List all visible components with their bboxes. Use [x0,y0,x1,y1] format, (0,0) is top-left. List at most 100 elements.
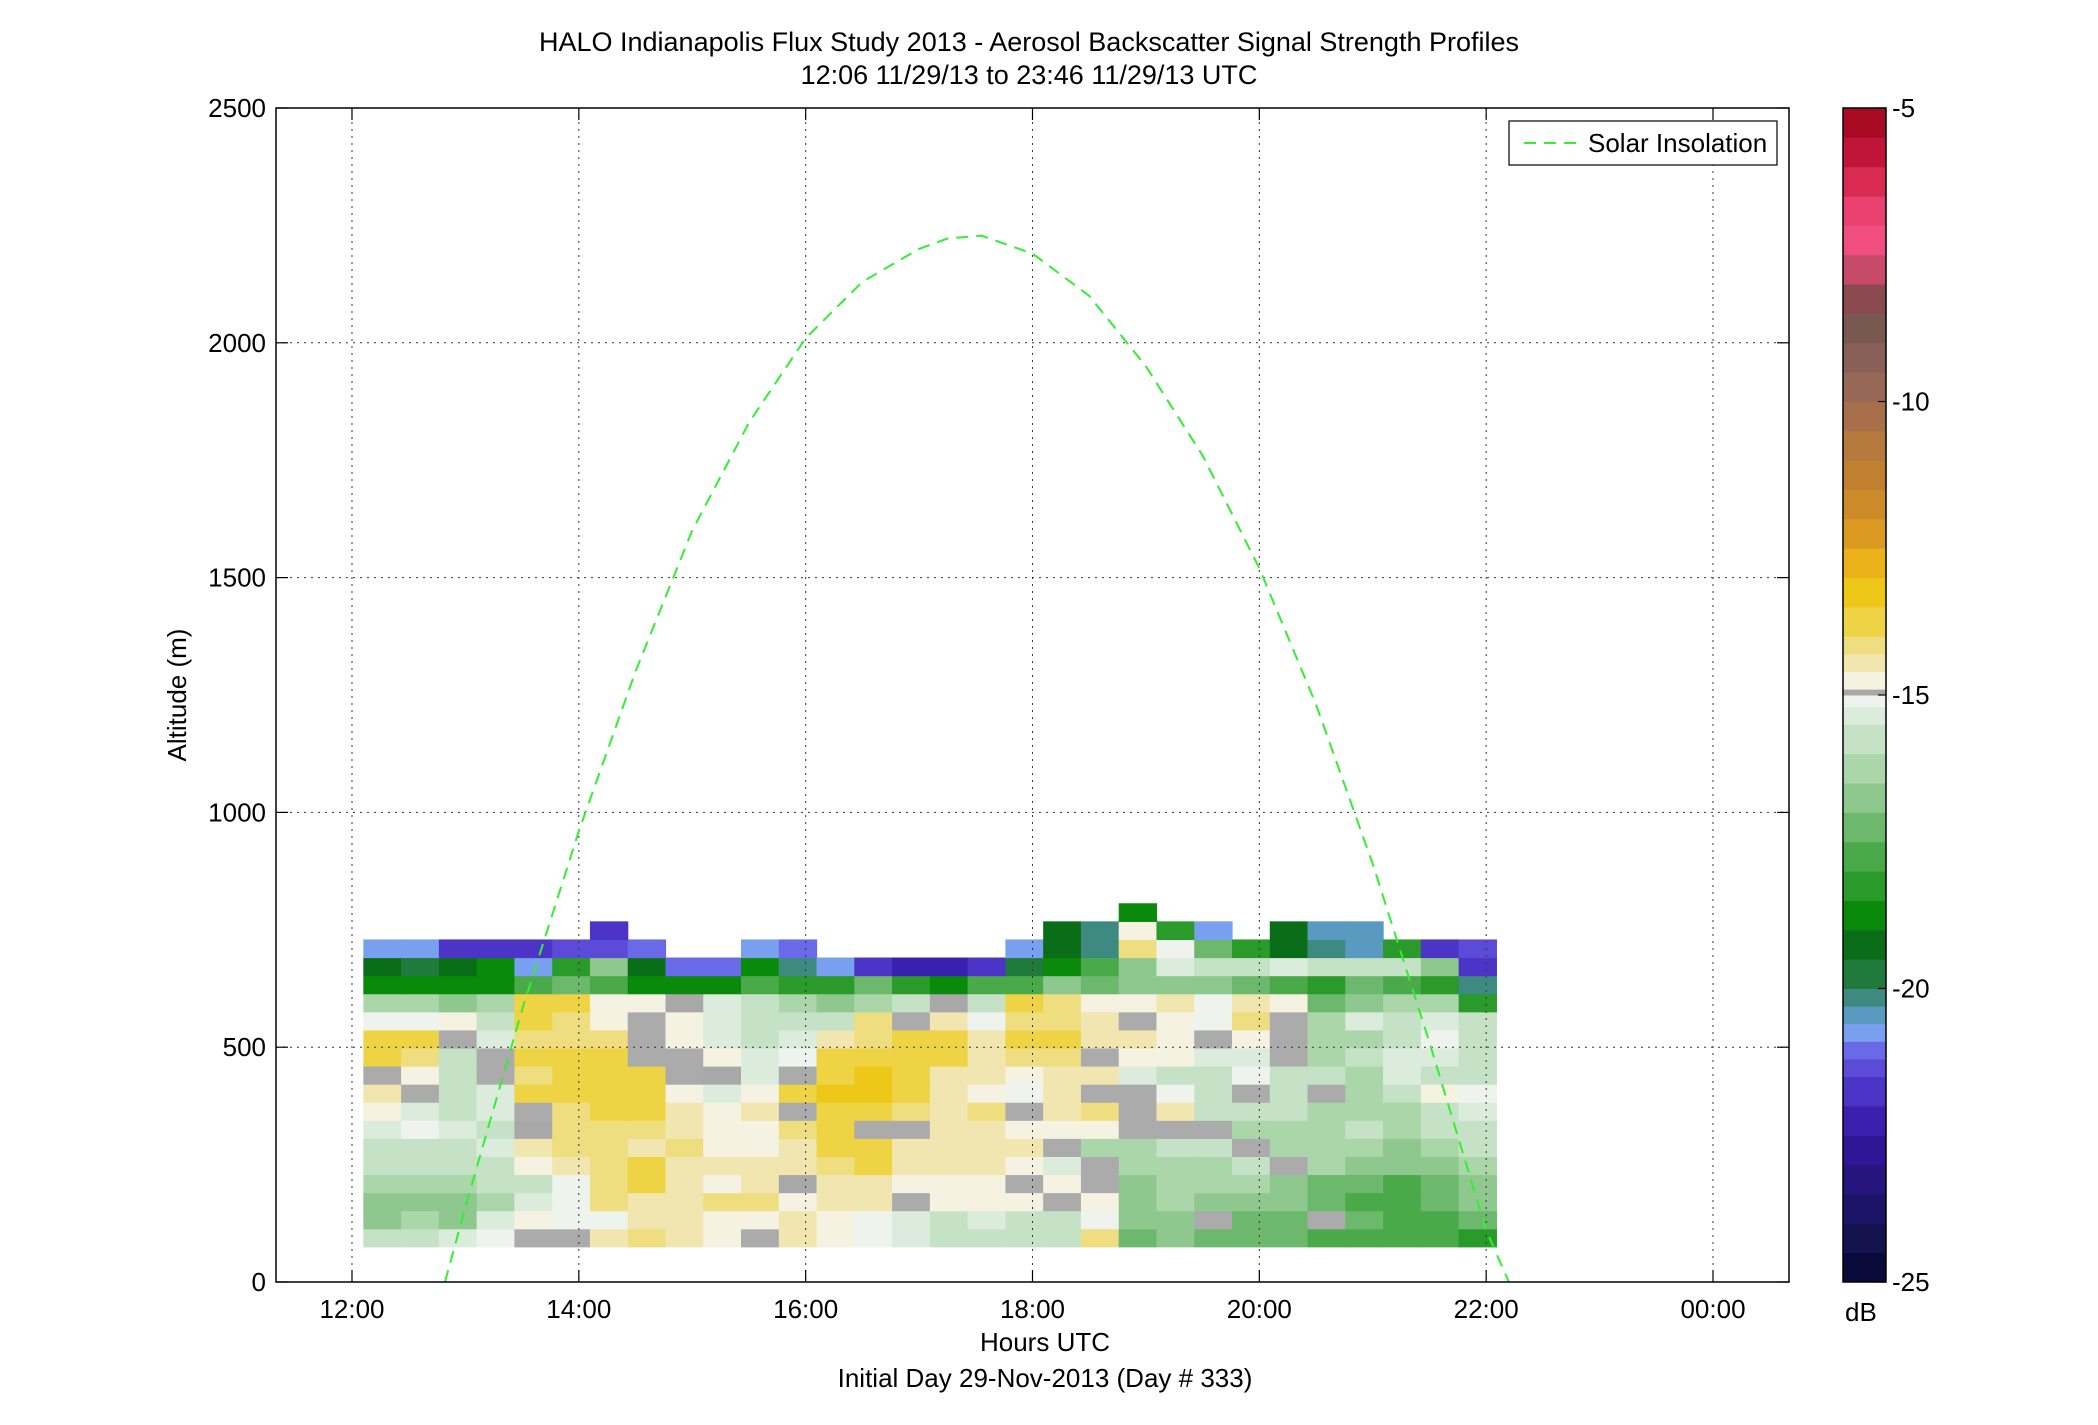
heatmap-cell [741,1156,780,1176]
heatmap-cell [1043,921,1082,941]
heatmap-cell [1307,1228,1346,1248]
colorbar-band [1843,137,1886,168]
heatmap-cell [929,1156,969,1176]
heatmap-cell [552,1156,591,1176]
heatmap-cell [741,975,780,995]
heatmap-cell [892,1047,931,1067]
heatmap-cell [1118,1156,1158,1176]
heatmap-cell [438,1029,478,1049]
chart-title: HALO Indianapolis Flux Study 2013 - Aero… [539,27,1519,57]
heatmap-cell [778,1102,818,1121]
x-tick-label: 22:00 [1454,1294,1519,1324]
heatmap-cell [1420,1120,1460,1139]
heatmap-cell [967,1102,1006,1121]
heatmap-cell [892,1011,931,1031]
heatmap-cell [1232,975,1271,995]
heatmap-cell [778,939,818,959]
y-tick-label: 500 [223,1032,266,1062]
heatmap-cell [816,975,855,995]
colorbar-tick-label: -10 [1892,387,1930,417]
heatmap-cell [1118,1192,1158,1212]
heatmap-cell [929,1065,969,1085]
heatmap-cell [589,1120,629,1139]
heatmap-cell [1194,1120,1233,1139]
heatmap-cell [552,957,591,977]
heatmap-cell [1080,1084,1120,1103]
heatmap-cell [363,1192,402,1212]
heatmap-cell [401,1065,440,1085]
colorbar-ticks: -5 -10 -15 -20 -25 [1878,93,1930,1297]
heatmap-cell [589,993,629,1013]
y-axis-ticks: 0 500 1000 1500 2000 2500 [208,93,1789,1297]
heatmap-cell [1458,975,1497,995]
heatmap-cell [665,1047,704,1067]
heatmap-cell [627,975,667,995]
heatmap-cell [929,1192,969,1212]
colorbar-band [1843,706,1886,725]
heatmap-cell [854,1102,893,1121]
heatmap-cell [363,1120,402,1139]
colorbar-band [1843,401,1886,432]
colorbar-band [1843,342,1886,373]
heatmap-cell [1043,1192,1082,1212]
colorbar-tick-label: -5 [1892,93,1915,123]
heatmap-cell [1269,1102,1309,1121]
heatmap-cell [1080,993,1120,1013]
heatmap-cell [1080,1120,1120,1139]
y-tick-label: 2000 [208,328,266,358]
y-tick-label: 2500 [208,93,266,123]
heatmap-cell [1118,1102,1158,1121]
heatmap-cell [854,975,893,995]
heatmap-cell [929,1047,969,1067]
heatmap-cell [1345,1192,1384,1212]
heatmap-cell [703,1156,742,1176]
heatmap-cell [363,1011,402,1031]
heatmap-cell [476,1047,516,1067]
heatmap-cell [401,1174,440,1194]
heatmap-cell [778,1156,818,1176]
colorbar-bands [1843,108,1886,1283]
heatmap-cell [967,993,1006,1013]
colorbar-band [1843,518,1886,549]
heatmap-cell [778,957,818,977]
heatmap-cell [665,1174,704,1194]
heatmap-cell [703,1065,742,1085]
heatmap-cell [892,1065,931,1085]
heatmap-cell [1420,1084,1460,1103]
heatmap-cell [589,921,629,941]
heatmap-cell [627,993,667,1013]
heatmap-cell [741,1102,780,1121]
heatmap-cell [1043,993,1082,1013]
heatmap-cell [363,1029,402,1049]
heatmap-cell [1232,1156,1271,1176]
heatmap-cell [929,1120,969,1139]
colorbar-band [1843,606,1886,637]
heatmap-cell [552,1228,591,1248]
heatmap-cell [892,1228,931,1248]
heatmap-cell [1383,1210,1422,1230]
heatmap-cell [1383,939,1422,959]
heatmap-cell [438,1065,478,1085]
heatmap-cell [589,1210,629,1230]
heatmap-cell [1043,1029,1082,1049]
heatmap-cell [929,1138,969,1157]
heatmap-cell [967,975,1006,995]
heatmap-cell [778,1174,818,1194]
colorbar-band [1843,988,1886,1007]
heatmap-cell [967,1156,1006,1176]
heatmap-cell [741,993,780,1013]
heatmap-cell [1005,993,1044,1013]
heatmap-cell [854,1228,893,1248]
x-axis-secondary-label: Initial Day 29-Nov-2013 (Day # 333) [838,1363,1253,1393]
heatmap-cell [627,1102,667,1121]
heatmap-cell [1458,1174,1497,1194]
heatmap-cell [854,957,893,977]
heatmap-cell [552,975,591,995]
heatmap-cell [741,1120,780,1139]
heatmap-cell [929,1011,969,1031]
heatmap-cell [1383,957,1422,977]
colorbar-tick-label: -20 [1892,974,1930,1004]
heatmap-cell [778,1011,818,1031]
heatmap-cell [1005,1011,1044,1031]
heatmap-cell [1269,957,1309,977]
